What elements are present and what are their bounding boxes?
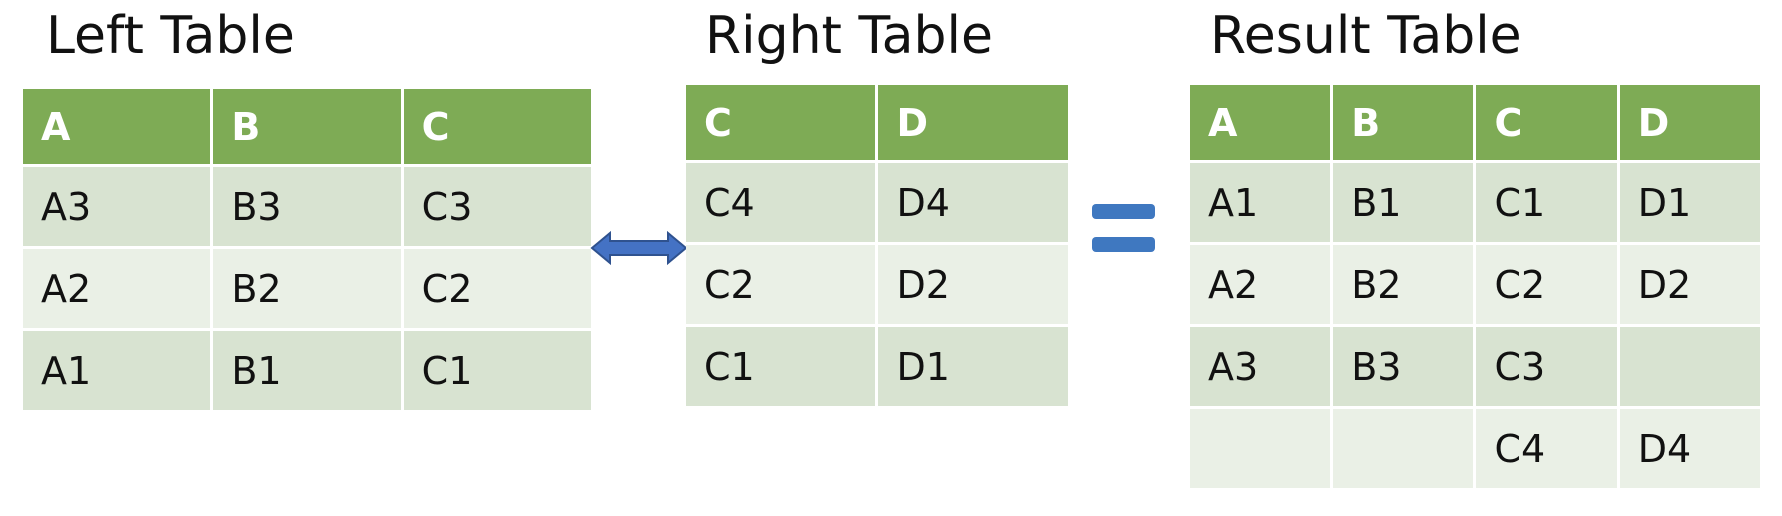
right-table-header: D bbox=[878, 85, 1068, 160]
table-cell: B1 bbox=[213, 331, 401, 410]
table-cell: B2 bbox=[1333, 245, 1474, 324]
table-cell: D4 bbox=[878, 163, 1068, 242]
table-cell: D1 bbox=[878, 327, 1068, 406]
table-cell: D2 bbox=[1619, 245, 1760, 324]
table-cell bbox=[1333, 409, 1474, 488]
left-table-title: Left Table bbox=[46, 6, 295, 66]
table-cell: A1 bbox=[23, 331, 211, 410]
table-cell bbox=[1190, 409, 1331, 488]
table-cell: C1 bbox=[403, 331, 591, 410]
equals-bar-top bbox=[1092, 204, 1155, 219]
table-row: C4 D4 bbox=[1190, 409, 1760, 488]
right-table: C D C4 D4 C2 D2 C1 D1 bbox=[683, 82, 1071, 409]
table-row: C1 D1 bbox=[686, 327, 1068, 406]
result-table: A B C D A1 B1 C1 D1 A2 B2 C2 D2 A3 B3 C3… bbox=[1187, 82, 1763, 491]
table-row: C2 D2 bbox=[686, 245, 1068, 324]
table-cell: A2 bbox=[23, 249, 211, 328]
left-table-header-row: A B C bbox=[23, 89, 591, 164]
table-cell: A3 bbox=[23, 167, 211, 246]
table-cell: C3 bbox=[403, 167, 591, 246]
equals-icon bbox=[1092, 204, 1155, 254]
table-cell: C2 bbox=[403, 249, 591, 328]
table-cell: A3 bbox=[1190, 327, 1331, 406]
left-table: A B C A3 B3 C3 A2 B2 C2 A1 B1 C1 bbox=[20, 86, 594, 413]
right-table-header: C bbox=[686, 85, 876, 160]
result-table-header: A bbox=[1190, 85, 1331, 160]
table-cell: B3 bbox=[1333, 327, 1474, 406]
table-cell: C4 bbox=[686, 163, 876, 242]
table-row: A1 B1 C1 D1 bbox=[1190, 163, 1760, 242]
double-headed-arrow-icon bbox=[590, 230, 688, 266]
table-cell: A2 bbox=[1190, 245, 1331, 324]
result-table-title: Result Table bbox=[1210, 6, 1522, 66]
right-table-title: Right Table bbox=[705, 6, 993, 66]
table-cell: C1 bbox=[686, 327, 876, 406]
table-cell: B1 bbox=[1333, 163, 1474, 242]
table-cell: D2 bbox=[878, 245, 1068, 324]
table-row: A1 B1 C1 bbox=[23, 331, 591, 410]
right-table-header-row: C D bbox=[686, 85, 1068, 160]
table-cell bbox=[1619, 327, 1760, 406]
table-cell: B2 bbox=[213, 249, 401, 328]
table-cell: C3 bbox=[1476, 327, 1617, 406]
table-row: C4 D4 bbox=[686, 163, 1068, 242]
left-table-header: A bbox=[23, 89, 211, 164]
table-row: A2 B2 C2 D2 bbox=[1190, 245, 1760, 324]
table-cell: C2 bbox=[1476, 245, 1617, 324]
table-cell: A1 bbox=[1190, 163, 1331, 242]
table-cell: D1 bbox=[1619, 163, 1760, 242]
table-row: A3 B3 C3 bbox=[23, 167, 591, 246]
table-cell: C1 bbox=[1476, 163, 1617, 242]
left-table-header: B bbox=[213, 89, 401, 164]
result-table-header: C bbox=[1476, 85, 1617, 160]
result-table-header-row: A B C D bbox=[1190, 85, 1760, 160]
equals-bar-bottom bbox=[1092, 237, 1155, 252]
table-cell: C2 bbox=[686, 245, 876, 324]
result-table-header: B bbox=[1333, 85, 1474, 160]
table-cell: B3 bbox=[213, 167, 401, 246]
left-table-header: C bbox=[403, 89, 591, 164]
table-cell: C4 bbox=[1476, 409, 1617, 488]
table-row: A3 B3 C3 bbox=[1190, 327, 1760, 406]
result-table-header: D bbox=[1619, 85, 1760, 160]
table-row: A2 B2 C2 bbox=[23, 249, 591, 328]
table-cell: D4 bbox=[1619, 409, 1760, 488]
